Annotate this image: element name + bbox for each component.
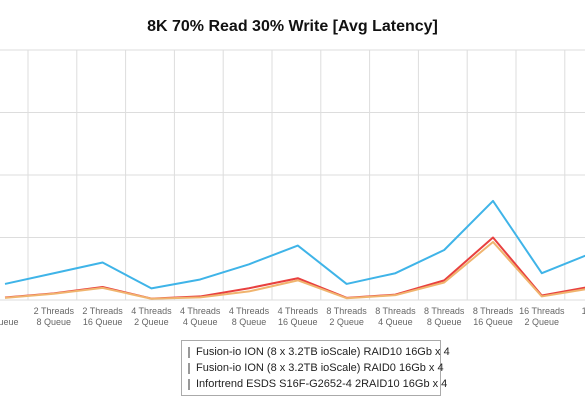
x-tick-label: 8 Threads	[375, 306, 416, 316]
x-tick-label: 16 Queue	[473, 317, 513, 327]
legend: Fusion-io ION (8 x 3.2TB ioScale) RAID10…	[181, 340, 450, 396]
x-tick-label: 2 Queue	[329, 317, 364, 327]
x-tick-label: 4 Threads	[229, 306, 270, 316]
x-tick-label: 2 Queue	[134, 317, 169, 327]
chart-title: 8K 70% Read 30% Write [Avg Latency]	[147, 18, 438, 35]
legend-item[interactable]: Fusion-io ION (8 x 3.2TB ioScale) RAID10…	[188, 344, 450, 360]
x-tick-label: 4 Threads	[180, 306, 221, 316]
legend-label: Fusion-io ION (8 x 3.2TB ioScale) RAID10…	[196, 346, 450, 358]
x-tick-label: Queue	[0, 317, 19, 327]
x-tick-label: 4 Threads	[278, 306, 319, 316]
x-tick-label: 16 T	[582, 306, 585, 316]
series-line[interactable]	[4, 199, 585, 290]
series-line[interactable]	[4, 240, 585, 300]
legend-label: Fusion-io ION (8 x 3.2TB ioScale) RAID0 …	[196, 362, 444, 374]
x-tick-label: 2 Threads	[82, 306, 123, 316]
x-tick-label: 8 Queue	[232, 317, 267, 327]
x-tick-label: 8 Threads	[424, 306, 465, 316]
legend-swatch-orange	[188, 362, 190, 374]
legend-label: Infortrend ESDS S16F-G2652-4 2RAID10 16G…	[196, 378, 448, 390]
x-tick-label: 8 Queue	[37, 317, 72, 327]
x-tick-label: 2 Queue	[525, 317, 560, 327]
x-tick-label: 4 Queue	[378, 317, 413, 327]
x-tick-label: 8 Queue	[427, 317, 462, 327]
x-tick-label: 4 Threads	[131, 306, 172, 316]
x-tick-label: 16 Queue	[83, 317, 123, 327]
legend-swatch-red	[188, 346, 190, 358]
x-tick-label: 16 Threads	[519, 306, 565, 316]
x-tick-label: 16 Queue	[278, 317, 318, 327]
x-tick-label: 2 Threads	[34, 306, 75, 316]
legend-item[interactable]: Fusion-io ION (8 x 3.2TB ioScale) RAID0 …	[188, 360, 444, 376]
legend-item[interactable]: Infortrend ESDS S16F-G2652-4 2RAID10 16G…	[188, 376, 447, 392]
x-tick-label: 8 Threads	[473, 306, 514, 316]
legend-swatch-blue	[188, 378, 190, 390]
x-tick-label: 4 Queue	[183, 317, 218, 327]
x-tick-label: 8 Threads	[326, 306, 367, 316]
